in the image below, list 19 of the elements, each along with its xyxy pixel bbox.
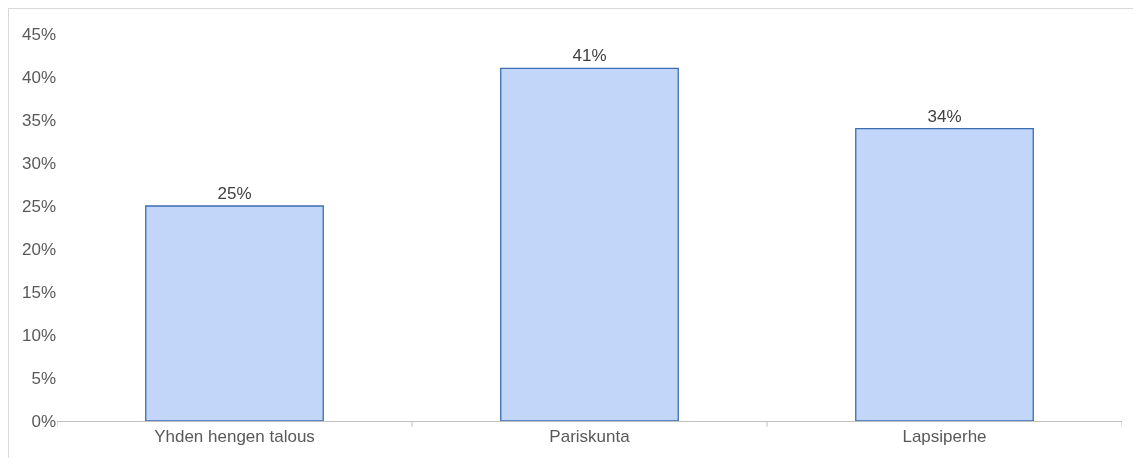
y-tick-label: 15% — [21, 282, 56, 302]
y-tick-label: 10% — [21, 325, 56, 345]
y-tick-label: 40% — [21, 67, 56, 87]
x-tick-label: Lapsiperhe — [902, 427, 987, 447]
x-tick-label: Yhden hengen talous — [154, 427, 315, 447]
data-label: 41% — [572, 46, 607, 66]
bar — [145, 205, 324, 421]
y-tick-label: 0% — [31, 411, 56, 431]
y-tick-label: 30% — [21, 153, 56, 173]
y-tick-label: 20% — [21, 239, 56, 259]
y-tick-label: 45% — [21, 24, 56, 44]
data-label: 25% — [217, 184, 252, 203]
y-tick-label: 5% — [31, 368, 56, 388]
y-tick-label: 35% — [21, 110, 56, 130]
y-tick-label: 25% — [21, 196, 56, 216]
bar — [855, 127, 1034, 421]
bar — [500, 67, 679, 421]
x-tick-label: Pariskunta — [549, 427, 631, 447]
data-label: 34% — [927, 106, 962, 126]
